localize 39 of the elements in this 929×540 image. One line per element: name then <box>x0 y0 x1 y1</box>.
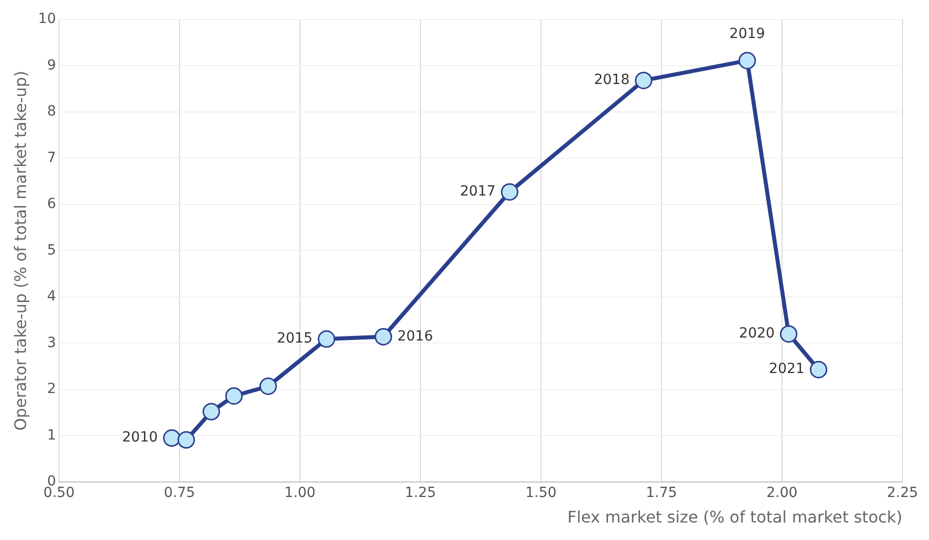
point <box>202 402 220 420</box>
annotation: 2019 <box>729 26 766 42</box>
y-tick-label: 4 <box>47 288 56 305</box>
y-tick-label: 9 <box>47 57 56 74</box>
x-tick-label: 1.75 <box>646 485 678 502</box>
y-tick-label: 5 <box>47 242 56 258</box>
annotation: 2021 <box>768 361 805 378</box>
point <box>780 325 798 343</box>
point <box>634 72 652 90</box>
y-tick-label: 3 <box>47 334 56 351</box>
y-tick-label: 8 <box>47 104 56 120</box>
x-axis-title: Flex market size (% of total market stock) <box>567 508 902 527</box>
annotation: 2017 <box>460 184 496 200</box>
annotation: 2020 <box>739 326 775 342</box>
point <box>374 328 392 346</box>
point <box>500 183 518 201</box>
annotation: 2016 <box>397 328 434 344</box>
point <box>738 52 756 70</box>
x-tick-label: 0.75 <box>164 485 196 502</box>
y-axis-title: Operator take-up (% of total market take-up) <box>10 70 30 431</box>
y-tick-label: 2 <box>47 381 56 398</box>
x-tick-label: 2.00 <box>766 485 798 502</box>
point <box>259 377 277 395</box>
point <box>163 429 181 447</box>
point <box>225 387 243 405</box>
annotation: 2015 <box>276 330 312 347</box>
y-tick-label: 6 <box>47 196 56 212</box>
point <box>178 431 195 449</box>
annotation: 2010 <box>122 430 158 446</box>
x-tick-label: 1.00 <box>284 485 316 502</box>
x-tick-label: 1.25 <box>404 485 436 502</box>
x-tick-label: 2.25 <box>886 485 918 502</box>
y-tick-label: 1 <box>47 427 56 444</box>
y-tick-label: 7 <box>47 150 56 166</box>
y-tick-label: 10 <box>38 11 56 28</box>
x-tick-label: 1.50 <box>525 485 557 502</box>
point <box>810 360 828 378</box>
annotation: 2018 <box>594 72 630 88</box>
point <box>318 330 336 348</box>
